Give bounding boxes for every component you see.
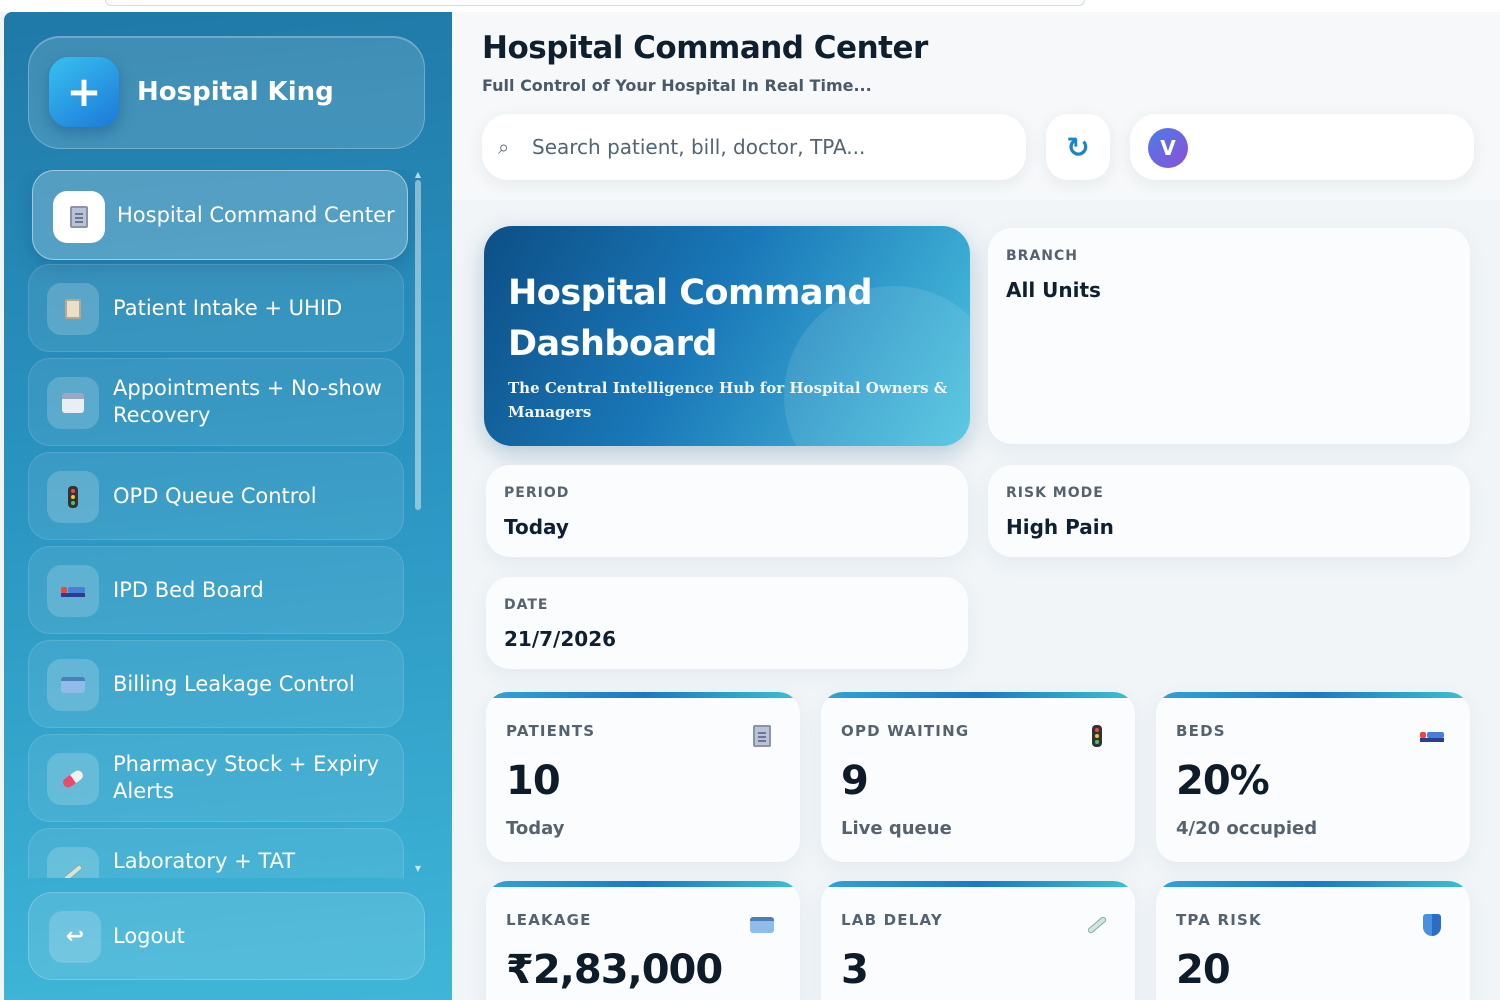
- sidebar-item-billing-leakage[interactable]: Billing Leakage Control: [28, 640, 404, 728]
- beds-stat-card[interactable]: BEDS 20% 4/20 occupied: [1156, 692, 1470, 862]
- syringe-icon: [47, 847, 99, 878]
- stat-label: OPD WAITING: [841, 722, 970, 740]
- stat-label: TPA RISK: [1176, 911, 1262, 929]
- logout-label: Logout: [113, 923, 185, 948]
- bed-icon: [1418, 722, 1446, 750]
- sidebar-item-label: OPD Queue Control: [113, 483, 317, 508]
- filter-label: BRANCH: [1006, 248, 1078, 264]
- scroll-up-arrow-icon[interactable]: ▲: [414, 170, 422, 179]
- sidebar-item-appointments[interactable]: Appointments + No-show Recovery: [28, 358, 404, 446]
- filter-label: PERIOD: [504, 485, 570, 501]
- return-arrow-icon: ↩: [49, 911, 101, 963]
- stat-value: 20: [1176, 947, 1231, 993]
- address-bar[interactable]: [105, 0, 1085, 6]
- stat-sub: Today: [506, 818, 565, 839]
- search-icon: ⌕: [498, 135, 510, 159]
- credit-card-icon: [748, 911, 776, 939]
- user-profile[interactable]: V: [1130, 114, 1474, 180]
- sidebar-item-hospital-command-center[interactable]: Hospital Command Center: [32, 170, 408, 260]
- page-subtitle: Full Control of Your Hospital In Real Ti…: [482, 76, 872, 95]
- brand-card[interactable]: + Hospital King: [28, 36, 425, 149]
- hero-title: Hospital Command Dashboard: [508, 273, 873, 364]
- sidebar-item-patient-intake[interactable]: Patient Intake + UHID: [28, 264, 404, 352]
- tpa-risk-stat-card[interactable]: TPA RISK 20: [1156, 881, 1470, 1000]
- stat-label: LEAKAGE: [506, 911, 592, 929]
- hero-banner: Hospital Command Dashboard The Central I…: [484, 226, 970, 446]
- sidebar-item-ipd-bed-board[interactable]: IPD Bed Board: [28, 546, 404, 634]
- stat-label: LAB DELAY: [841, 911, 943, 929]
- opd-waiting-stat-card[interactable]: OPD WAITING 9 Live queue: [821, 692, 1135, 862]
- sidebar-item-label: IPD Bed Board: [113, 577, 264, 602]
- stat-value: 10: [506, 758, 561, 804]
- sidebar-item-label: Pharmacy Stock + Expiry Alerts: [113, 752, 380, 803]
- brand-name: Hospital King: [137, 77, 334, 107]
- sidebar-item-label: Hospital Command Center: [117, 202, 395, 227]
- stat-sub: Live queue: [841, 818, 952, 839]
- date-filter[interactable]: DATE 21/7/2026: [486, 577, 968, 669]
- filter-value: 21/7/2026: [504, 627, 617, 651]
- sidebar: + Hospital King Hospital Command Center …: [4, 12, 452, 1000]
- plus-logo-icon: +: [49, 57, 119, 127]
- risk-mode-filter[interactable]: RISK MODE High Pain: [988, 465, 1470, 557]
- clipboard-icon: [53, 191, 105, 243]
- filter-value: All Units: [1006, 278, 1101, 302]
- sidebar-item-pharmacy-stock[interactable]: Pharmacy Stock + Expiry Alerts: [28, 734, 404, 822]
- search-box[interactable]: ⌕: [482, 114, 1026, 180]
- logout-button[interactable]: ↩ Logout: [28, 892, 425, 980]
- sidebar-item-label: Appointments + No-show Recovery: [113, 376, 382, 427]
- stat-label: PATIENTS: [506, 722, 596, 740]
- syringe-icon: [1083, 911, 1111, 939]
- clipboard-icon: [748, 722, 776, 750]
- patients-stat-card[interactable]: PATIENTS 10 Today: [486, 692, 800, 862]
- period-filter[interactable]: PERIOD Today: [486, 465, 968, 557]
- stat-sub: 4/20 occupied: [1176, 818, 1318, 839]
- scroll-down-arrow-icon[interactable]: ▼: [414, 864, 422, 873]
- top-header: Hospital Command Center Full Control of …: [452, 12, 1500, 200]
- sidebar-item-label: Billing Leakage Control: [113, 671, 355, 696]
- stat-value: 3: [841, 947, 869, 993]
- branch-filter[interactable]: BRANCH All Units: [988, 228, 1470, 444]
- hero-subtitle: The Central Intelligence Hub for Hospita…: [508, 379, 948, 421]
- traffic-light-icon: [1083, 722, 1111, 750]
- sidebar-item-opd-queue[interactable]: OPD Queue Control: [28, 452, 404, 540]
- stat-value: 20%: [1176, 758, 1270, 804]
- filter-label: DATE: [504, 597, 549, 613]
- filter-label: RISK MODE: [1006, 485, 1104, 501]
- filter-value: Today: [504, 515, 569, 539]
- sidebar-scrollbar[interactable]: [415, 180, 421, 510]
- sidebar-nav: Hospital Command Center Patient Intake +…: [4, 170, 452, 878]
- stat-value: ₹2,83,000: [506, 947, 723, 993]
- filter-value: High Pain: [1006, 515, 1114, 539]
- pill-icon: [47, 753, 99, 805]
- search-input[interactable]: [532, 114, 1012, 180]
- sidebar-item-laboratory[interactable]: Laboratory + TAT: [28, 828, 404, 878]
- stat-value: 9: [841, 758, 869, 804]
- leakage-stat-card[interactable]: LEAKAGE ₹2,83,000: [486, 881, 800, 1000]
- refresh-button[interactable]: ↻: [1046, 114, 1110, 180]
- traffic-light-icon: [47, 471, 99, 523]
- stat-label: BEDS: [1176, 722, 1226, 740]
- calendar-icon: [47, 377, 99, 429]
- credit-card-icon: [47, 659, 99, 711]
- lab-delay-stat-card[interactable]: LAB DELAY 3: [821, 881, 1135, 1000]
- page-title: Hospital Command Center: [482, 30, 928, 66]
- avatar[interactable]: V: [1148, 128, 1188, 168]
- sidebar-item-label: Laboratory + TAT: [113, 848, 296, 873]
- sidebar-item-label: Patient Intake + UHID: [113, 295, 343, 320]
- notepad-icon: [47, 283, 99, 335]
- browser-chrome: [0, 0, 1500, 12]
- bed-icon: [47, 565, 99, 617]
- shield-icon: [1418, 911, 1446, 939]
